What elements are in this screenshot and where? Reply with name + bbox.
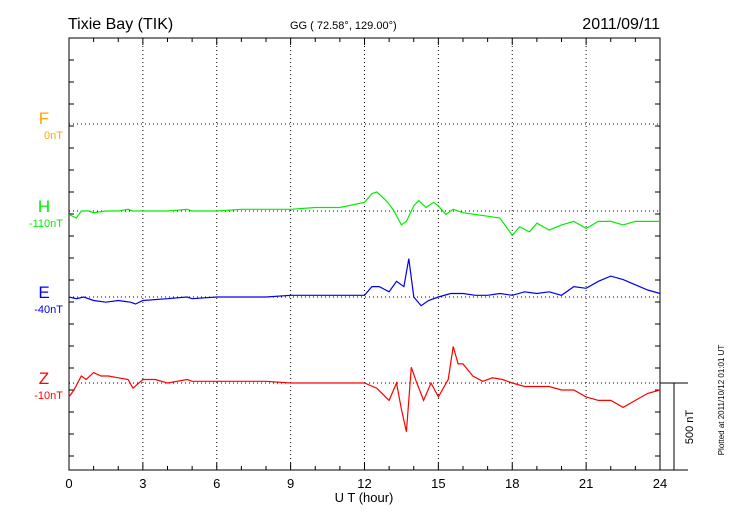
x-tick-label: 12 (357, 476, 371, 491)
series-baseline-z: -10nT (34, 390, 63, 402)
plotted-at-note: Plotted at 2011/10/12 01:01 UT (717, 345, 726, 456)
series-name-f: F (39, 109, 49, 128)
x-tick-label: 3 (139, 476, 146, 491)
x-axis: 0 3 6 9 12 15 18 21 24 (65, 38, 667, 491)
x-tick-label: 0 (65, 476, 72, 491)
series-baseline-f: 0nT (44, 130, 63, 142)
series-labels: F 0nT H -110nT E -40nT Z -10nT (29, 109, 63, 402)
x-tick-label: 9 (287, 476, 294, 491)
x-axis-label: U T (hour) (335, 490, 394, 505)
x-tick-label: 24 (653, 476, 667, 491)
scale-bar: 500 nT (660, 382, 696, 471)
x-tick-label: 6 (213, 476, 220, 491)
series-group (68, 191, 661, 432)
series-name-z: Z (39, 369, 49, 388)
series-line-z (68, 346, 661, 432)
series-line-h (68, 191, 660, 237)
grid (69, 38, 660, 470)
series-name-e: E (38, 283, 49, 302)
x-tick-label: 18 (505, 476, 519, 491)
series-line-e (68, 258, 661, 307)
coordinates-label: GG ( 72.58°, 129.00°) (290, 20, 397, 32)
scale-bar-label: 500 nT (684, 410, 696, 445)
x-tick-label: 21 (579, 476, 593, 491)
series-baseline-e: -40nT (34, 304, 63, 316)
x-tick-label: 15 (431, 476, 445, 491)
date-label: 2011/09/11 (582, 16, 660, 33)
series-baseline-h: -110nT (29, 218, 63, 230)
station-title: Tixie Bay (TIK) (68, 16, 173, 33)
series-name-h: H (38, 197, 50, 216)
